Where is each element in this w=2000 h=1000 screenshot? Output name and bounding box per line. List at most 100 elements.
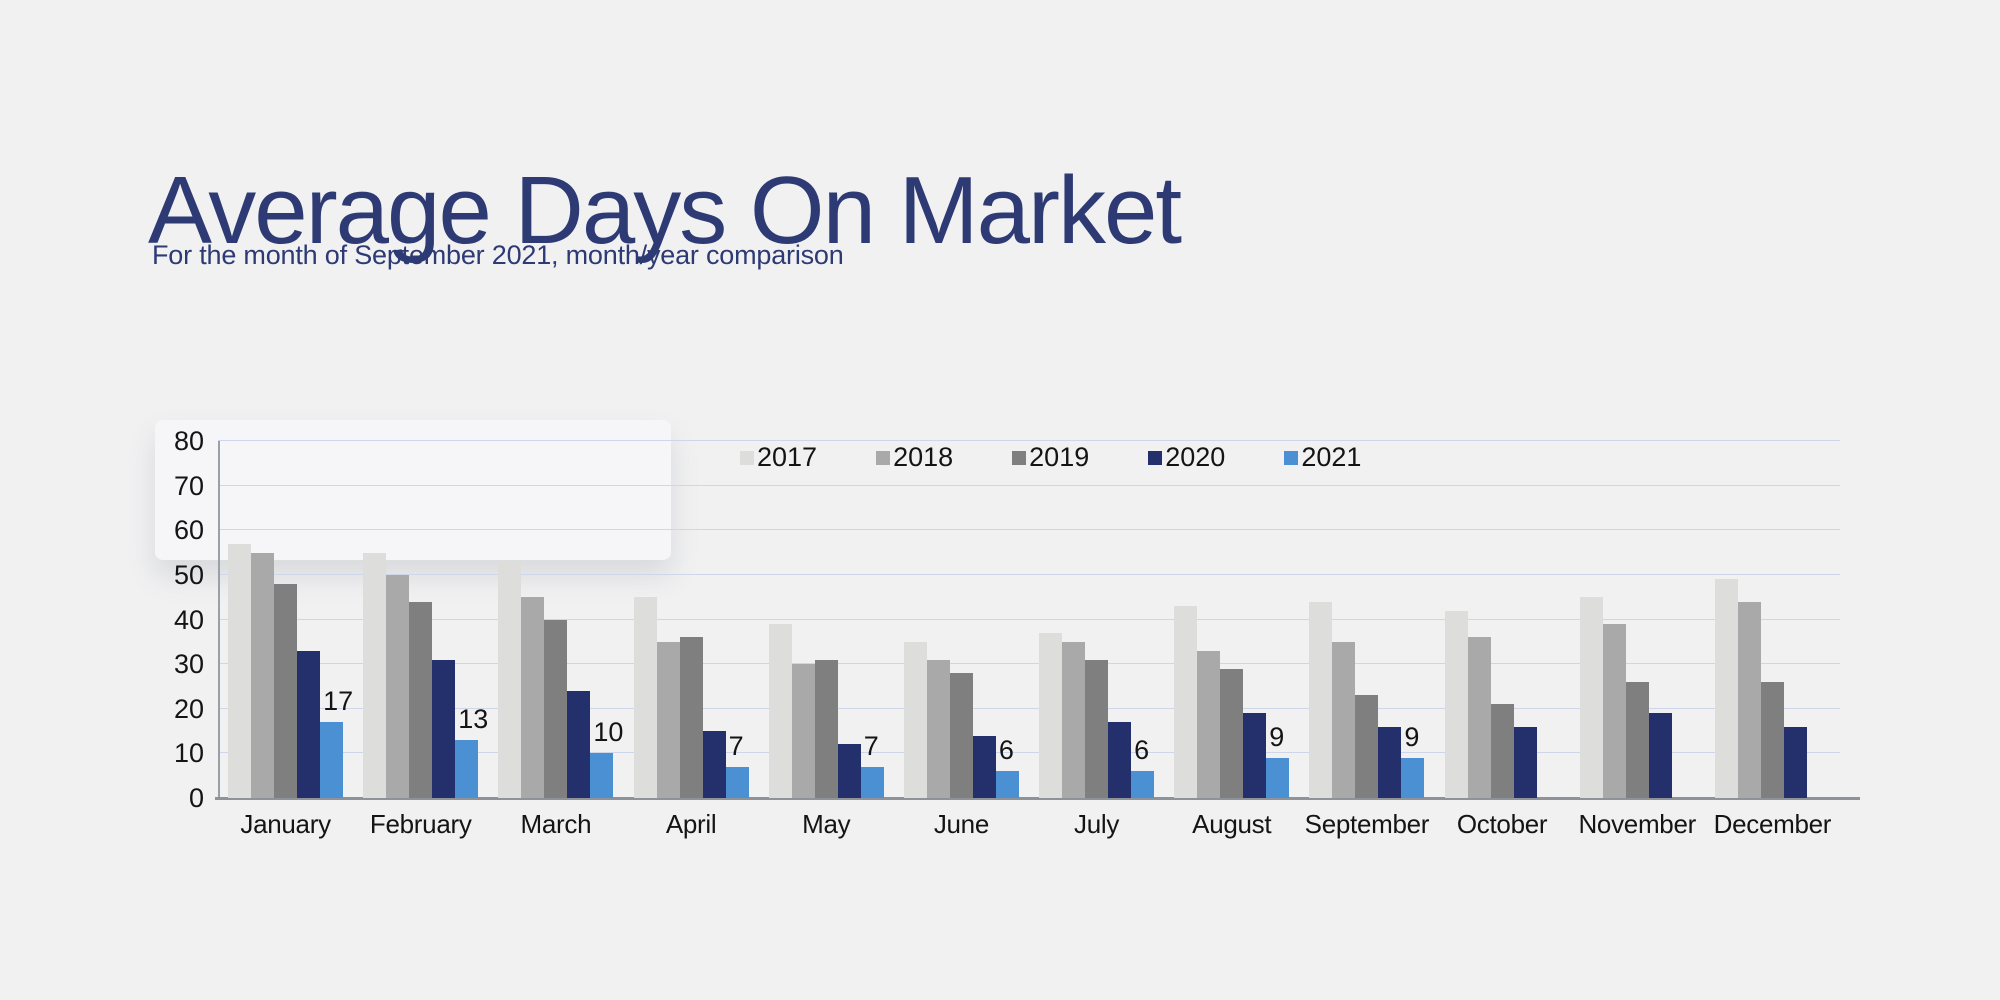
bar-2017-october <box>1444 610 1468 798</box>
bar-2020-may <box>837 744 861 798</box>
data-label-2021-february: 13 <box>458 704 489 734</box>
x-label-march: March <box>520 809 592 839</box>
x-label-april: April <box>665 809 717 839</box>
bar-2019-february <box>409 601 433 798</box>
data-label-2021-september: 9 <box>1404 721 1420 752</box>
data-label-2021-august: 9 <box>1269 721 1285 752</box>
bar-2017-february <box>363 552 387 798</box>
bar-2018-january <box>251 552 275 798</box>
x-label-november: November <box>1578 809 1696 839</box>
legend-label-2017: 2017 <box>757 442 818 472</box>
bar-2021-september: 9 <box>1401 723 1425 798</box>
legend-swatch-2019 <box>1012 450 1027 465</box>
legend-label-2018: 2018 <box>893 442 954 472</box>
page-subtitle: For the month of September 2021, month/y… <box>152 240 844 270</box>
bar-2018-october <box>1467 637 1491 798</box>
legend-label-2020: 2020 <box>1165 442 1226 472</box>
y-axis-tick-labels: 0 10 20 30 40 50 60 70 80 <box>128 426 204 813</box>
y-tick-label-80: 80 <box>173 426 204 456</box>
legend-swatch-2018 <box>876 450 891 465</box>
bar-2020-february <box>432 659 456 798</box>
bar-2017-january <box>228 543 252 798</box>
bar-2018-july <box>1062 641 1086 798</box>
bar-2020-april <box>702 731 726 798</box>
bar-2017-august <box>1174 606 1198 798</box>
bar-2018-may <box>791 664 815 798</box>
data-label-2021-april: 7 <box>728 730 744 761</box>
bar-2019-march <box>544 619 568 798</box>
legend-item-2021: 2021 <box>1284 444 1361 471</box>
x-label-september: September <box>1304 809 1430 839</box>
bar-2017-april <box>633 597 657 798</box>
legend-item-2018: 2018 <box>876 444 953 471</box>
gridline-40 <box>218 618 1840 620</box>
bar-2018-december <box>1737 601 1761 798</box>
bar-2019-april <box>679 637 703 798</box>
bar-2018-june <box>926 659 950 798</box>
bar-2020-january <box>297 650 321 798</box>
y-tick-label-70: 70 <box>173 470 204 501</box>
plot-gridlines <box>218 440 1840 798</box>
legend-swatch-2020 <box>1148 450 1163 465</box>
bar-2020-september <box>1378 726 1402 798</box>
bar-2020-march <box>567 690 591 798</box>
data-label-2021-may: 7 <box>863 730 879 761</box>
y-tick-label-30: 30 <box>173 649 204 680</box>
bar-group-august: 9 <box>1164 441 1299 798</box>
gridline-30 <box>218 663 1840 665</box>
x-label-june: June <box>933 809 989 839</box>
bar-2019-december <box>1760 681 1784 798</box>
bar-group-september: 9 <box>1299 441 1434 798</box>
bar-2020-june <box>972 735 996 798</box>
legend-swatch-2017 <box>740 450 754 465</box>
x-label-august: August <box>1192 809 1272 839</box>
y-axis-line <box>218 441 220 798</box>
gridline-50 <box>218 573 1840 575</box>
bar-2020-november <box>1648 713 1672 798</box>
bar-2018-september <box>1332 641 1356 798</box>
bar-2019-july <box>1085 659 1109 798</box>
bar-2018-november <box>1602 623 1626 798</box>
bar-2021-february: 13 <box>455 706 488 798</box>
x-label-december: December <box>1713 809 1832 839</box>
legend-swatch-2021 <box>1284 450 1299 465</box>
legend-item-2019: 2019 <box>1012 444 1089 471</box>
bar-2019-may <box>814 659 838 798</box>
gridline-80 <box>218 440 1840 441</box>
chart-legend: 2017 2018 2019 2020 2021 <box>740 444 1361 471</box>
x-label-february: February <box>369 809 472 839</box>
x-axis-line <box>215 797 1860 800</box>
bar-group-may: 7 <box>759 441 894 798</box>
bar-2021-may: 7 <box>860 732 884 798</box>
bar-2017-march <box>498 561 522 798</box>
bar-2019-november <box>1625 681 1649 798</box>
x-label-january: January <box>240 809 331 839</box>
gridline-10 <box>218 752 1840 754</box>
data-label-2021-june: 6 <box>998 735 1014 766</box>
bar-group-november <box>1570 441 1705 798</box>
bar-2021-july: 6 <box>1131 737 1155 798</box>
bar-2017-september <box>1309 601 1333 798</box>
legend-label-2021: 2021 <box>1301 442 1362 472</box>
bar-2019-october <box>1490 704 1514 798</box>
bar-group-december <box>1705 441 1840 798</box>
bar-2018-april <box>656 641 680 798</box>
bar-group-june: 6 <box>894 441 1029 798</box>
bar-2021-august: 9 <box>1266 723 1290 798</box>
bar-2020-july <box>1108 722 1132 798</box>
bar-2021-march: 10 <box>590 719 623 798</box>
y-tick-label-10: 10 <box>173 738 204 769</box>
bar-group-october <box>1435 441 1570 798</box>
gridline-20 <box>218 707 1840 709</box>
bar-2017-november <box>1579 597 1603 798</box>
bar-2017-december <box>1714 579 1738 798</box>
y-tick-label-50: 50 <box>173 559 204 590</box>
x-label-october: October <box>1456 809 1548 839</box>
data-label-2021-january: 17 <box>323 686 354 717</box>
legend-item-2020: 2020 <box>1148 444 1225 471</box>
page-title: Average Days On Market <box>148 157 1182 265</box>
plot-area: 17 13 10 7 7 6 6 9 9 <box>218 441 1840 798</box>
data-label-2021-july: 6 <box>1134 735 1150 766</box>
bar-group-february: 13 <box>353 441 488 798</box>
